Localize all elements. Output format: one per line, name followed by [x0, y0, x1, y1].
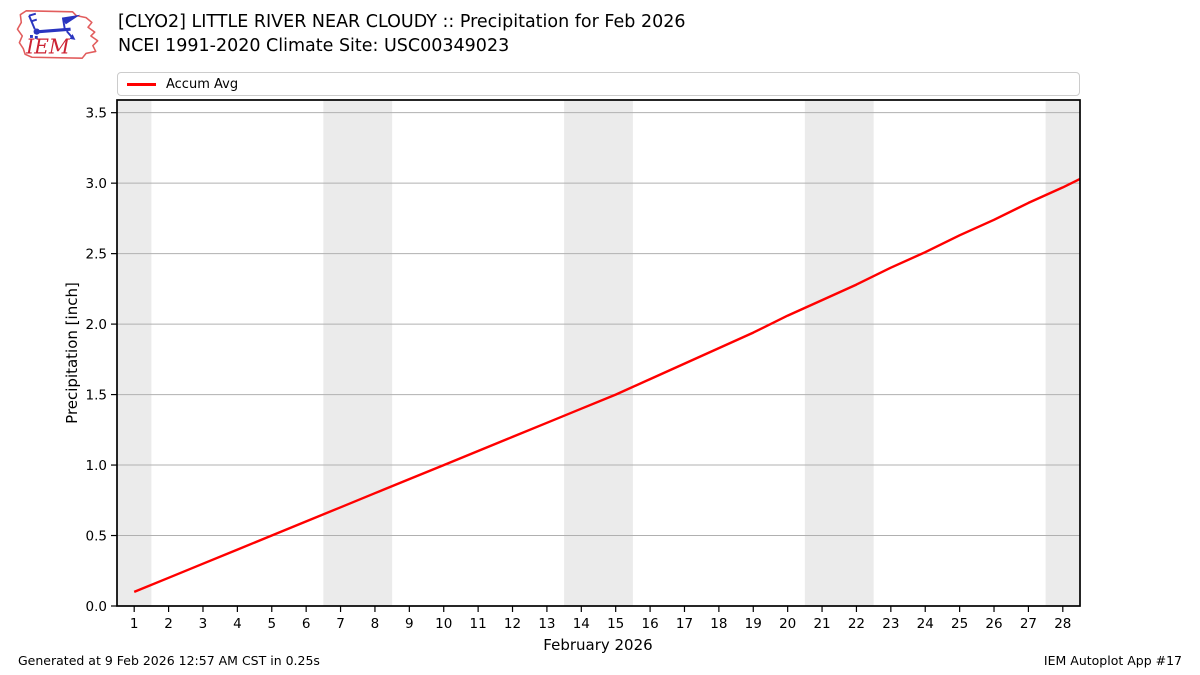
iem-logo-text: IEM — [25, 34, 71, 58]
weekend-band — [323, 100, 393, 606]
x-tick-label: 28 — [1054, 616, 1071, 632]
y-tick-label: 0.5 — [86, 528, 107, 544]
accum-avg-legend-swatch — [127, 82, 156, 86]
x-tick-label: 5 — [267, 616, 276, 632]
accum-avg-legend-label: Accum Avg — [166, 76, 239, 92]
accum-avg-line — [133, 177, 1081, 594]
x-tick-label: 22 — [848, 616, 865, 632]
x-tick-label: 24 — [917, 616, 934, 632]
x-tick-label: 27 — [1020, 616, 1037, 632]
iem-logo: IEM — [16, 10, 99, 59]
x-tick-label: 9 — [405, 616, 414, 632]
weather-vane-icon — [28, 12, 81, 40]
weekend-band — [804, 100, 874, 606]
x-tick-label: 14 — [573, 616, 590, 632]
y-axis-label: Precipitation [inch] — [63, 282, 81, 424]
chart-subtitle: NCEI 1991-2020 Climate Site: USC00349023 — [118, 36, 510, 56]
weekend-band — [1045, 100, 1080, 606]
x-tick-label: 4 — [233, 616, 242, 632]
y-tick-label: 2.5 — [86, 246, 107, 262]
x-axis-label: February 2026 — [543, 636, 652, 654]
x-tick-label: 18 — [710, 616, 727, 632]
x-tick-label: 10 — [435, 616, 452, 632]
y-tick-label: 1.0 — [86, 458, 107, 474]
x-tick-label: 8 — [371, 616, 380, 632]
x-tick-label: 16 — [641, 616, 658, 632]
x-tick-label: 2 — [164, 616, 173, 632]
x-tick-label: 25 — [951, 616, 968, 632]
x-tick-label: 13 — [538, 616, 555, 632]
x-tick-label: 15 — [607, 616, 624, 632]
weekend-band — [564, 100, 633, 606]
x-tick-label: 20 — [779, 616, 796, 632]
x-tick-label: 19 — [745, 616, 762, 632]
autoplot-app-credit: IEM Autoplot App #17 — [1043, 653, 1182, 668]
x-tick-label: 3 — [199, 616, 208, 632]
y-tick-label: 2.0 — [86, 317, 107, 333]
x-tick-label: 21 — [813, 616, 830, 632]
x-tick-label: 23 — [882, 616, 899, 632]
chart-title-block: [CLYO2] LITTLE RIVER NEAR CLOUDY :: Prec… — [118, 10, 685, 58]
y-tick-label: 1.5 — [86, 387, 107, 403]
x-tick-label: 11 — [470, 616, 487, 632]
chart-title: [CLYO2] LITTLE RIVER NEAR CLOUDY :: Prec… — [118, 12, 686, 32]
x-tick-label: 1 — [130, 616, 139, 632]
plot-border — [116, 99, 1081, 607]
generated-timestamp: Generated at 9 Feb 2026 12:57 AM CST in … — [18, 653, 320, 668]
x-tick-label: 12 — [504, 616, 521, 632]
weekend-band — [117, 100, 152, 606]
y-tick-label: 3.5 — [86, 105, 107, 121]
x-tick-label: 7 — [336, 616, 345, 632]
y-tick-label: 0.0 — [86, 599, 107, 615]
legend: Accum Avg — [117, 72, 1080, 96]
y-tick-label: 3.0 — [86, 176, 107, 192]
x-tick-label: 26 — [985, 616, 1002, 632]
x-tick-label: 17 — [676, 616, 693, 632]
x-tick-label: 6 — [302, 616, 311, 632]
iowa-state-outline — [16, 10, 99, 59]
